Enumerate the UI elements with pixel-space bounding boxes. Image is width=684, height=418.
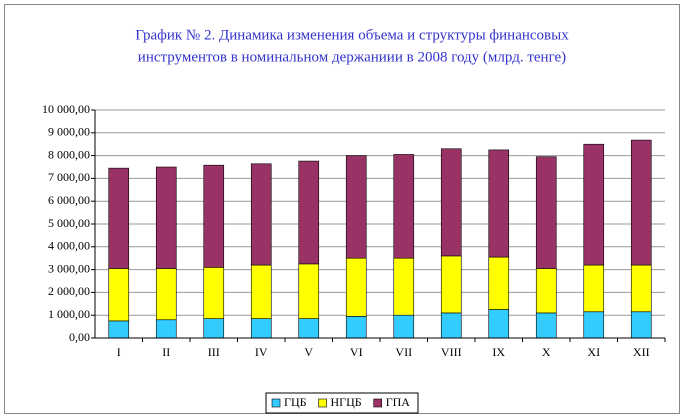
bar-segment xyxy=(203,164,225,268)
legend-swatch xyxy=(318,398,327,408)
x-tick-label: I xyxy=(117,345,121,359)
bar-segment xyxy=(393,154,415,259)
y-tick-label: 3 000,00 xyxy=(48,261,90,275)
legend: ГЦБ НГЦБ ГПА xyxy=(265,392,419,414)
bar-segment xyxy=(488,256,510,310)
chart-title: График № 2. Динамика изменения объема и … xyxy=(135,27,569,43)
bar-segment xyxy=(345,155,367,259)
bar-segment xyxy=(250,163,272,266)
bar-segment xyxy=(155,268,177,321)
y-tick-label: 0,00 xyxy=(69,330,90,344)
bar-segment xyxy=(298,263,320,319)
y-tick-label: 2 000,00 xyxy=(48,284,90,298)
x-tick-label: II xyxy=(162,345,170,359)
bar-segment xyxy=(155,166,177,269)
x-tick-label: X xyxy=(542,345,551,359)
legend-label: ГЦБ xyxy=(284,395,307,409)
bar-segment xyxy=(203,318,225,339)
bar-segment xyxy=(298,160,320,265)
y-tick-label: 9 000,00 xyxy=(48,125,90,139)
legend-label: НГЦБ xyxy=(331,395,362,409)
legend-label: ГПА xyxy=(386,395,411,409)
bar-segment xyxy=(203,267,225,319)
x-tick-label: VI xyxy=(350,345,363,359)
bar-segment xyxy=(630,264,652,313)
y-tick-label: 4 000,00 xyxy=(48,239,90,253)
y-tick-label: 8 000,00 xyxy=(48,147,90,161)
bar-segment xyxy=(583,143,605,266)
bar-segment xyxy=(393,314,415,339)
bar-segment xyxy=(155,319,177,339)
x-tick-label: VII xyxy=(395,345,412,359)
y-tick-label: 10 000,00 xyxy=(42,102,90,116)
chart-title: инструментов в номинальном держаниии в 2… xyxy=(138,49,566,65)
bar-segment xyxy=(535,268,557,314)
bar-segment xyxy=(583,264,605,313)
bar-segment xyxy=(108,320,130,339)
bar-segment xyxy=(630,139,652,266)
x-tick-label: XII xyxy=(633,345,650,359)
bar-segment xyxy=(488,309,510,339)
x-tick-label: IX xyxy=(492,345,505,359)
bar-segment xyxy=(535,156,557,269)
x-tick-label: III xyxy=(208,345,220,359)
bar-segment xyxy=(488,149,510,258)
bar-segment xyxy=(583,311,605,339)
chart-frame xyxy=(4,4,680,414)
bar-segment xyxy=(298,318,320,339)
bar-segment xyxy=(345,316,367,339)
legend-box xyxy=(265,392,419,414)
bar-segment xyxy=(393,257,415,316)
x-tick-label: V xyxy=(304,345,313,359)
x-tick-label: IV xyxy=(255,345,268,359)
y-tick-label: 1 000,00 xyxy=(48,307,90,321)
bar-segment xyxy=(108,167,130,269)
bar-segment xyxy=(250,264,272,319)
bar-segment xyxy=(630,311,652,339)
x-tick-label: VIII xyxy=(441,345,462,359)
legend-swatch xyxy=(271,398,281,408)
bar-segment xyxy=(108,268,130,322)
y-tick-label: 5 000,00 xyxy=(48,216,90,230)
bar-segment xyxy=(440,255,462,314)
legend-swatch xyxy=(373,398,382,408)
bar-segment xyxy=(440,148,462,257)
bar-segment xyxy=(250,318,272,339)
bar-segment xyxy=(345,257,367,317)
bar-segment xyxy=(535,312,557,339)
bar-segment xyxy=(440,312,462,339)
y-tick-label: 6 000,00 xyxy=(48,193,90,207)
y-tick-label: 7 000,00 xyxy=(48,170,90,184)
x-tick-label: XI xyxy=(587,345,600,359)
